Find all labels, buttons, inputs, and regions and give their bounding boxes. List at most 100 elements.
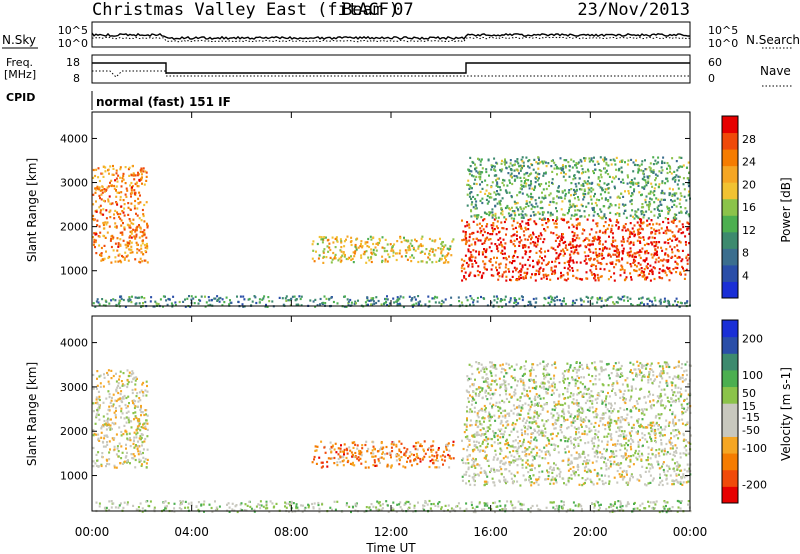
heatmap-cell — [541, 457, 544, 460]
heatmap-cell — [531, 273, 533, 276]
heatmap-cell — [127, 202, 130, 205]
heatmap-cell — [667, 424, 670, 427]
heatmap-cell — [322, 465, 324, 468]
heatmap-cell — [165, 299, 168, 302]
heatmap-cell — [131, 165, 134, 168]
heatmap-cell — [419, 457, 422, 461]
heatmap-cell — [397, 454, 400, 457]
heatmap-cell — [435, 260, 438, 263]
heatmap-cell — [444, 455, 447, 458]
heatmap-cell — [654, 456, 657, 459]
heatmap-cell — [95, 210, 98, 213]
heatmap-cell — [588, 248, 591, 251]
heatmap-cell — [499, 465, 502, 468]
heatmap-cell — [575, 428, 578, 431]
heatmap-cell — [652, 156, 655, 159]
heatmap-cell — [285, 299, 288, 302]
heatmap-cell — [527, 184, 530, 187]
heatmap-cell — [590, 198, 593, 201]
heatmap-cell — [620, 166, 623, 169]
nave-tick-top: 60 — [708, 56, 722, 69]
heatmap-cell — [107, 168, 110, 171]
heatmap-cell — [141, 208, 144, 212]
heatmap-cell — [92, 402, 95, 405]
heatmap-cell — [590, 422, 593, 425]
heatmap-cell — [663, 192, 666, 195]
heatmap-cell — [502, 178, 504, 182]
heatmap-cell — [604, 229, 607, 232]
heatmap-cell — [476, 431, 479, 434]
heatmap-cell — [563, 278, 566, 281]
heatmap-cell — [311, 461, 314, 464]
heatmap-cell — [525, 222, 528, 225]
heatmap-cell — [472, 460, 475, 463]
heatmap-cell — [435, 459, 438, 462]
heatmap-cell — [518, 455, 521, 458]
heatmap-cell — [423, 455, 426, 458]
heatmap-cell — [533, 186, 536, 189]
heatmap-cell — [390, 249, 393, 252]
heatmap-cell — [414, 458, 417, 461]
heatmap-cell — [641, 203, 644, 206]
heatmap-cell — [654, 230, 657, 233]
heatmap-cell — [520, 207, 523, 210]
heatmap-cell — [594, 237, 597, 240]
heatmap-cell — [643, 303, 645, 306]
heatmap-cell — [548, 471, 551, 474]
heatmap-cell — [540, 277, 543, 280]
heatmap-cell — [374, 246, 377, 249]
heatmap-cell — [582, 182, 585, 186]
heatmap-cell — [566, 248, 569, 251]
heatmap-cell — [563, 300, 565, 303]
heatmap-cell — [502, 433, 504, 436]
heatmap-cell — [549, 214, 552, 217]
heatmap-cell — [632, 170, 635, 173]
heatmap-cell — [665, 478, 668, 481]
heatmap-cell — [513, 163, 515, 167]
heatmap-cell — [103, 190, 106, 193]
heatmap-cell — [497, 177, 500, 180]
heatmap-cell — [682, 434, 685, 437]
heatmap-cell — [576, 463, 579, 467]
heatmap-cell — [672, 429, 675, 432]
heatmap-cell — [479, 163, 482, 166]
heatmap-cell — [640, 227, 643, 230]
heatmap-cell — [589, 257, 592, 260]
heatmap-cell — [578, 237, 581, 240]
heatmap-cell — [639, 438, 641, 442]
heatmap-cell — [533, 158, 536, 161]
heatmap-cell — [585, 295, 588, 298]
heatmap-cell — [473, 435, 476, 438]
heatmap-cell — [643, 175, 646, 178]
heatmap-cell — [576, 437, 579, 440]
heatmap-cell — [114, 414, 117, 417]
heatmap-cell — [107, 185, 110, 188]
heatmap-cell — [390, 446, 393, 449]
heatmap-cell — [563, 197, 566, 200]
heatmap-cell — [131, 251, 134, 254]
heatmap-cell — [518, 213, 520, 216]
heatmap-cell — [461, 279, 464, 282]
heatmap-cell — [587, 441, 590, 444]
heatmap-cell — [609, 434, 612, 438]
heatmap-cell — [241, 303, 244, 306]
heatmap-cell — [637, 171, 640, 174]
heatmap-cell — [349, 449, 352, 452]
heatmap-cell — [562, 164, 564, 167]
heatmap-cell — [469, 394, 471, 397]
heatmap-cell — [661, 259, 664, 262]
heatmap-cell — [649, 426, 652, 429]
heatmap-cell — [548, 442, 551, 445]
heatmap-cell — [334, 255, 336, 258]
heatmap-cell — [142, 426, 145, 429]
heatmap-cell — [599, 451, 602, 454]
heatmap-cell — [551, 432, 554, 435]
nsky-panel — [91, 21, 691, 48]
heatmap-cell — [653, 296, 656, 299]
heatmap-cell — [654, 244, 657, 247]
heatmap-cell — [566, 440, 569, 443]
heatmap-cell — [567, 267, 570, 270]
heatmap-cell — [383, 303, 385, 306]
heatmap-cell — [685, 212, 687, 215]
heatmap-cell — [117, 455, 120, 458]
